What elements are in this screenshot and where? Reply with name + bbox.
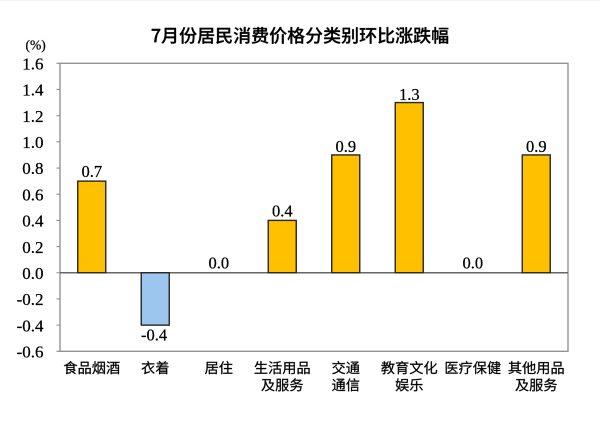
svg-text:(%): (%) xyxy=(26,37,46,52)
svg-text:1.4: 1.4 xyxy=(22,81,44,100)
svg-text:1.3: 1.3 xyxy=(399,85,420,104)
svg-text:0.9: 0.9 xyxy=(335,137,356,156)
svg-text:0.4: 0.4 xyxy=(22,212,44,231)
svg-text:0.7: 0.7 xyxy=(81,162,102,181)
svg-text:0.0: 0.0 xyxy=(208,254,229,273)
svg-text:0.6: 0.6 xyxy=(22,185,43,204)
svg-text:0.9: 0.9 xyxy=(526,137,547,156)
svg-text:0.2: 0.2 xyxy=(22,238,43,257)
svg-text:0.0: 0.0 xyxy=(22,264,43,283)
svg-text:1.6: 1.6 xyxy=(22,55,43,74)
svg-text:-0.4: -0.4 xyxy=(141,325,167,344)
svg-text:1.2: 1.2 xyxy=(22,107,43,126)
svg-text:-0.4: -0.4 xyxy=(17,316,44,335)
svg-text:1.0: 1.0 xyxy=(22,133,43,152)
svg-text:0.4: 0.4 xyxy=(272,201,293,220)
svg-text:-0.2: -0.2 xyxy=(17,290,44,309)
svg-text:-0.6: -0.6 xyxy=(17,343,44,362)
svg-text:0.8: 0.8 xyxy=(22,159,43,178)
svg-text:0.0: 0.0 xyxy=(462,254,483,273)
